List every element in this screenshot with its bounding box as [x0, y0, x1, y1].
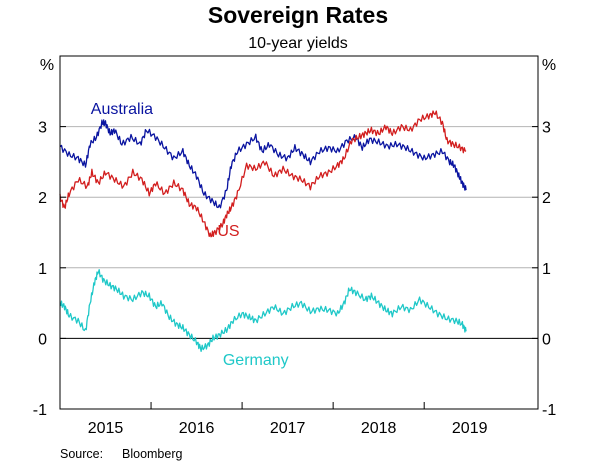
series-line-germany [59, 269, 467, 353]
x-tick-label: 2019 [452, 420, 488, 437]
x-tick-label: 2017 [270, 420, 306, 437]
gridlines [60, 126, 538, 339]
x-tick-label: 2015 [88, 420, 124, 437]
y-tick-label-left: 0 [38, 331, 47, 348]
source-label: Source: [60, 447, 103, 461]
series-lines [59, 110, 467, 353]
y-axis-ticks: -1 -1 0 0 1 1 2 2 3 3 [33, 120, 557, 419]
y-unit-left: % [40, 57, 54, 74]
y-tick-label-left: 1 [38, 261, 47, 278]
y-tick-label-left: 3 [38, 120, 47, 137]
source-text: Bloomberg [122, 447, 182, 461]
y-tick-label-right: -1 [542, 402, 556, 419]
series-label-us: US [217, 223, 239, 240]
x-axis-ticks: 2015 2016 2017 2018 2019 [88, 402, 488, 437]
y-tick-label-right: 0 [542, 331, 551, 348]
series-label-germany: Germany [223, 352, 289, 369]
series-labels: Australia US Germany [91, 101, 289, 369]
chart-title: Sovereign Rates [208, 2, 388, 28]
x-tick-label: 2016 [179, 420, 215, 437]
plot-frame [59, 55, 539, 410]
series-line-australia [59, 119, 467, 209]
series-line-us [59, 110, 467, 238]
chart-subtitle: 10-year yields [248, 35, 348, 52]
y-unit-right: % [542, 57, 556, 74]
y-tick-label-right: 2 [542, 190, 551, 207]
y-tick-label-left: -1 [33, 402, 47, 419]
x-tick-label: 2018 [361, 420, 397, 437]
y-tick-label-right: 1 [542, 261, 551, 278]
y-tick-label-left: 2 [38, 190, 47, 207]
series-label-australia: Australia [91, 101, 153, 118]
y-tick-label-right: 3 [542, 120, 551, 137]
